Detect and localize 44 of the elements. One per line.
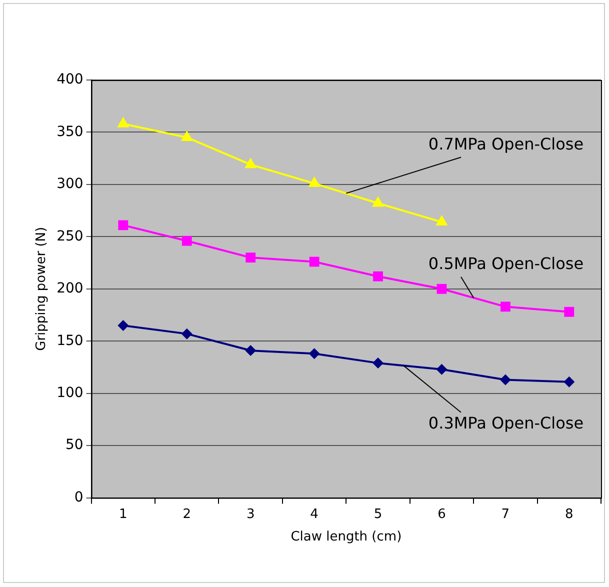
y-tick-label: 250 [56, 228, 84, 244]
point [372, 196, 384, 207]
point [373, 271, 383, 282]
point [436, 284, 447, 294]
series-label: 0.3MPa Open-Close [428, 413, 584, 432]
point [182, 236, 192, 246]
point [436, 215, 448, 226]
y-tick-label: 300 [56, 176, 84, 192]
x-tick-label: 3 [246, 506, 255, 522]
point [564, 376, 575, 388]
y-tick-label: 150 [56, 332, 84, 349]
point [181, 328, 192, 340]
point [500, 302, 510, 312]
text: 0.7MPa Open-Close [428, 134, 584, 154]
point [180, 130, 193, 141]
y-tick-label: 400 [56, 72, 84, 88]
point [244, 158, 257, 168]
point [118, 220, 128, 230]
x-tick-label: 4 [310, 506, 318, 522]
x-tick-label: 8 [565, 506, 574, 522]
y-tick-label: 100 [56, 384, 84, 401]
y-tick-label: 200 [56, 280, 84, 297]
x-tick-label: 2 [182, 506, 192, 522]
point [372, 358, 384, 369]
point [118, 320, 129, 331]
point [308, 348, 320, 360]
point [308, 176, 320, 187]
point [500, 374, 511, 386]
series-label: 0.5MPa Open-Close [428, 254, 584, 274]
point [117, 116, 130, 128]
y-tick-label: 350 [56, 124, 84, 140]
y-tick-label: 50 [65, 437, 84, 454]
x-tick-label: 7 [501, 506, 510, 522]
x-tick-label: 1 [119, 506, 128, 522]
point [436, 364, 448, 375]
point [564, 306, 574, 317]
y-tick-label: 0 [74, 489, 84, 506]
point [246, 252, 256, 263]
x-tick-label: 5 [374, 506, 382, 522]
x-axis-title: Claw length (cm) [290, 530, 402, 545]
point [245, 345, 256, 356]
y-axis-title: Gripping power (N) [34, 226, 50, 351]
x-tick-label: 6 [438, 506, 446, 522]
point [309, 256, 320, 267]
